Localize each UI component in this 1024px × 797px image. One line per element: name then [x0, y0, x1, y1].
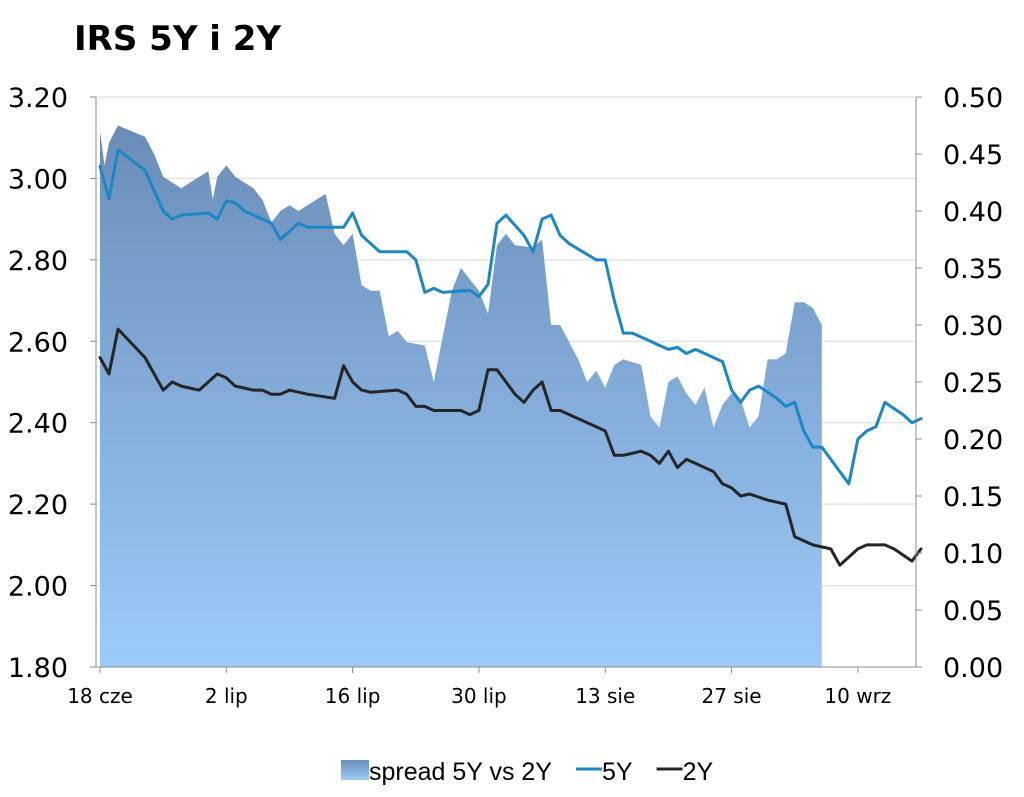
tick-label-right: 0.35 [943, 254, 1003, 285]
tick-label-right: 0.10 [943, 539, 1003, 570]
series-line-2y [98, 327, 923, 567]
tick-label-left: 3.00 [8, 164, 68, 195]
tick-label-right: 0.15 [943, 482, 1003, 513]
series-line-5y [98, 148, 923, 486]
tick-label-x: 30 lip [451, 684, 507, 708]
tick-label-x: 2 lip [205, 684, 248, 708]
tick-label-right: 0.40 [943, 197, 1003, 228]
tick-label-left: 2.20 [8, 490, 68, 521]
line-layer [98, 148, 923, 567]
tick-label-left: 2.40 [8, 409, 68, 440]
tick-label-right: 0.25 [943, 368, 1003, 399]
tick-label-right: 0.20 [943, 425, 1003, 456]
legend: spread 5Y vs 2Y 5Y 2Y [341, 758, 713, 786]
tick-label-right: 0.45 [943, 140, 1003, 171]
legend-label: 5Y [602, 758, 633, 786]
legend-label: 2Y [683, 758, 714, 786]
tick-label-x: 16 lip [325, 684, 381, 708]
legend-swatch-spread [341, 760, 369, 780]
spread-area-layer [100, 125, 822, 667]
tick-label-left: 3.20 [8, 83, 68, 114]
tick-label-left: 2.00 [8, 572, 68, 603]
tick-label-right: 0.50 [943, 83, 1003, 114]
tick-label-right: 0.00 [943, 653, 1003, 684]
tick-label-x: 10 wrz [824, 684, 891, 708]
tick-label-right: 0.05 [943, 596, 1003, 627]
right-axis-ticks: 0.50 0.45 0.40 0.35 0.30 0.25 0.20 0.15 0.10 0.05… [916, 83, 1003, 684]
tick-label-x: 27 sie [702, 684, 762, 708]
legend-label: spread 5Y vs 2Y [369, 758, 552, 786]
chart-title: IRS 5Y i 2Y [74, 19, 281, 59]
tick-label-left: 2.80 [8, 246, 68, 277]
tick-label-left: 2.60 [8, 327, 68, 358]
tick-label-left: 1.80 [8, 653, 68, 684]
tick-label-x: 13 sie [575, 684, 635, 708]
left-axis-ticks: 3.20 3.00 2.80 2.60 2.40 2.20 2.00 1.80 [8, 83, 96, 684]
series-area-spread [100, 125, 822, 667]
tick-label-right: 0.30 [943, 311, 1003, 342]
x-axis-ticks: 18 cze 2 lip 16 lip 30 lip 13 sie 27 sie 10 wr… [67, 667, 891, 708]
tick-label-x: 18 cze [67, 684, 133, 708]
